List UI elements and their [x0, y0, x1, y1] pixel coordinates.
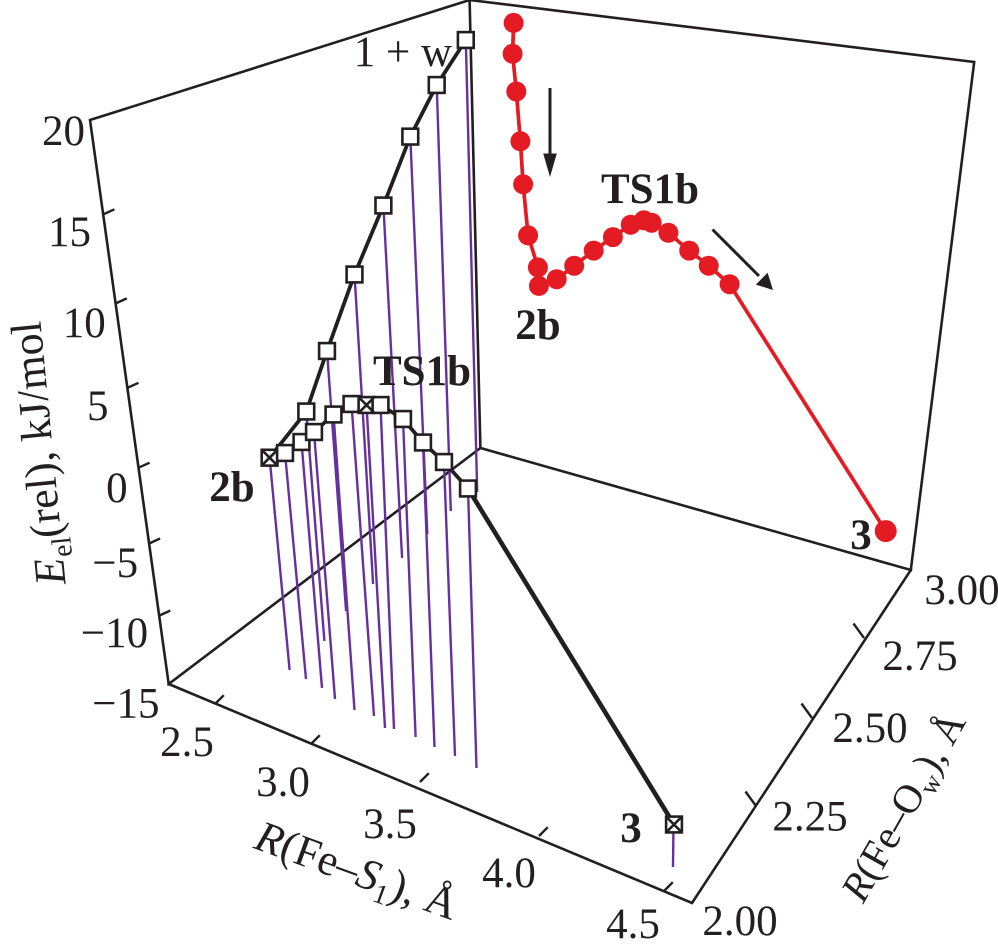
svg-text:3: 3 [850, 512, 872, 559]
svg-text:3: 3 [620, 805, 642, 852]
svg-text:0: 0 [106, 465, 128, 512]
svg-text:3.0: 3.0 [256, 759, 310, 806]
svg-text:−15: −15 [92, 681, 159, 728]
svg-text:TS1b: TS1b [601, 166, 699, 213]
svg-text:TS1b: TS1b [373, 348, 471, 395]
svg-text:2.75: 2.75 [882, 633, 957, 680]
svg-text:3.5: 3.5 [363, 801, 417, 848]
svg-text:−5: −5 [92, 540, 138, 587]
svg-text:2b: 2b [209, 464, 254, 511]
svg-text:2.50: 2.50 [832, 705, 907, 752]
svg-text:2b: 2b [515, 302, 560, 349]
svg-text:2.25: 2.25 [772, 794, 847, 841]
svg-text:10: 10 [63, 300, 106, 347]
svg-text:1 + w: 1 + w [354, 29, 452, 76]
svg-text:15: 15 [48, 209, 91, 256]
svg-text:2.00: 2.00 [702, 898, 777, 945]
svg-text:4.0: 4.0 [482, 850, 536, 897]
svg-text:−10: −10 [81, 610, 148, 657]
svg-text:3.00: 3.00 [924, 567, 998, 614]
svg-text:4.5: 4.5 [606, 901, 660, 948]
svg-text:20: 20 [42, 108, 85, 155]
svg-text:5: 5 [87, 383, 109, 430]
svg-text:2.5: 2.5 [160, 719, 214, 766]
